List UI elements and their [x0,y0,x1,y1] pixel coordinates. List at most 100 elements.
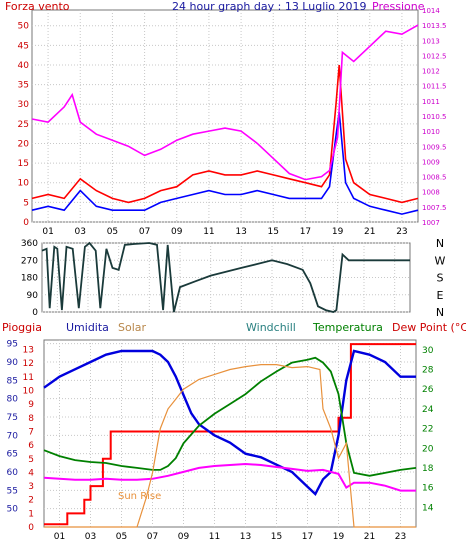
top-left-tick-label: 15 [18,159,29,169]
rain-tick-label: 8 [28,414,34,424]
bottom-x-tick-label: 15 [271,532,282,542]
bottom-x-tick-label: 21 [364,532,375,542]
series-line-pressione [31,24,419,181]
top-right-tick-label: 1013 [422,37,440,45]
bottom-x-tick-label: 17 [302,532,313,542]
top-right-tick-label: 1010 [422,128,440,136]
humidity-tick-label: 70 [7,431,19,441]
top-left-tick-label: 20 [18,139,30,149]
humidity-tick-label: 85 [7,376,18,386]
top-right-tick-label: 1012 [422,68,440,76]
temperature-tick-label: 14 [422,503,434,513]
rain-tick-label: 7 [28,427,34,437]
top-right-tick-label: 1009.5 [422,143,447,151]
top-x-tick-label: 17 [300,227,311,237]
top-right-tick-label: 1007.5 [422,204,447,212]
top-left-tick-label: 35 [18,81,29,91]
top-left-tick-label: 10 [18,179,30,189]
dewpoint-legend-label: Dew Point (°C) [392,321,466,334]
compass-label: E [437,289,444,302]
compass-label: N [436,306,444,319]
bottom-x-tick-label: 03 [85,532,96,542]
series-line-forza-vento [31,64,419,204]
bottom-x-tick-label: 07 [147,532,158,542]
top-right-tick-label: 1008 [422,189,440,197]
top-left-tick-label: 45 [18,41,29,51]
top-right-tick-label: 1010.5 [422,113,447,121]
top-left-axis-ticks: 0 5 10 15 20 25 30 35 40 45 50 [18,22,30,228]
rain-tick-label: 3 [28,482,34,492]
temperature-tick-label: 26 [422,385,434,395]
bottom-x-tick-label: 23 [395,532,406,542]
top-right-tick-label: 1014 [422,7,440,15]
bottom-x-tick-label: 09 [178,532,190,542]
humidity-tick-label: 75 [7,413,18,423]
pressure-axis-label: Pressione [372,0,425,13]
top-left-tick-label: 30 [18,100,30,110]
humidity-tick-label: 60 [7,468,19,478]
rain-tick-label: 2 [28,496,34,506]
temperature-tick-label: 28 [422,366,434,376]
top-x-tick-label: 23 [396,227,407,237]
wind-axis-label: Forza vento [5,0,70,13]
humidity-axis-ticks: 50 55 60 65 70 75 80 85 90 95 [7,340,19,515]
direction-series-line [41,241,410,313]
rain-tick-label: 13 [23,346,34,356]
humidity-legend-label: Umidita [66,321,109,334]
compass-label: S [437,272,444,285]
rain-tick-label: 12 [23,359,34,369]
top-left-tick-label: 5 [23,198,29,208]
top-right-tick-label: 1011.5 [422,83,447,91]
top-left-tick-label: 50 [18,22,30,32]
top-chart-title: 24 hour graph day : 13 Luglio 2019 [172,0,367,13]
series-line-pioggia [44,343,416,526]
rain-tick-label: 1 [28,509,34,519]
rain-tick-label: 0 [28,523,34,533]
humidity-tick-label: 55 [7,486,18,496]
rain-tick-label: 11 [23,373,34,383]
bottom-x-tick-label: 13 [240,532,251,542]
rain-tick-label: 4 [28,468,34,478]
top-right-tick-label: 1007 [422,219,440,227]
top-x-tick-label: 09 [171,227,183,237]
bottom-series-lines [43,343,417,528]
series-line-solar [44,364,416,528]
series-line-dew-point [43,462,416,492]
top-x-tick-label: 19 [332,227,344,237]
sun-rise-annotation: Sun Rise [118,491,161,502]
series-line-umidita [43,349,416,496]
humidity-tick-label: 50 [7,505,19,515]
direction-degree-label: 360 [21,239,38,249]
solar-legend-label: Solar [118,321,147,334]
bottom-plot-frame [43,339,417,528]
top-x-tick-label: 15 [268,227,279,237]
temperature-axis-ticks: 14 16 18 20 22 24 26 28 30 [422,346,434,513]
top-left-tick-label: 25 [18,120,29,130]
temperature-tick-label: 18 [422,464,434,474]
temperature-tick-label: 20 [422,444,434,454]
temperature-tick-label: 16 [422,484,434,494]
series-line-raffica [31,111,419,215]
top-x-tick-label: 21 [364,227,375,237]
bottom-x-tick-label: 19 [333,532,345,542]
top-x-tick-label: 03 [75,227,86,237]
top-right-tick-label: 1011 [422,98,440,106]
top-right-axis-ticks: 1007 1007.5 1008 1008.5 1009 1009.5 1010 1010.5… [422,7,447,227]
bottom-x-tick-label: 11 [209,532,220,542]
top-left-tick-label: 40 [18,61,30,71]
rain-tick-label: 9 [28,400,34,410]
compass-label: N [436,237,444,250]
compass-label: W [435,254,446,267]
humidity-tick-label: 90 [7,358,19,368]
humidity-tick-label: 95 [7,340,18,350]
humidity-tick-label: 65 [7,450,18,460]
humidity-tick-label: 80 [7,395,19,405]
direction-degree-label: 90 [27,291,39,301]
top-x-tick-label: 13 [235,227,246,237]
top-plot-frame [31,9,419,223]
